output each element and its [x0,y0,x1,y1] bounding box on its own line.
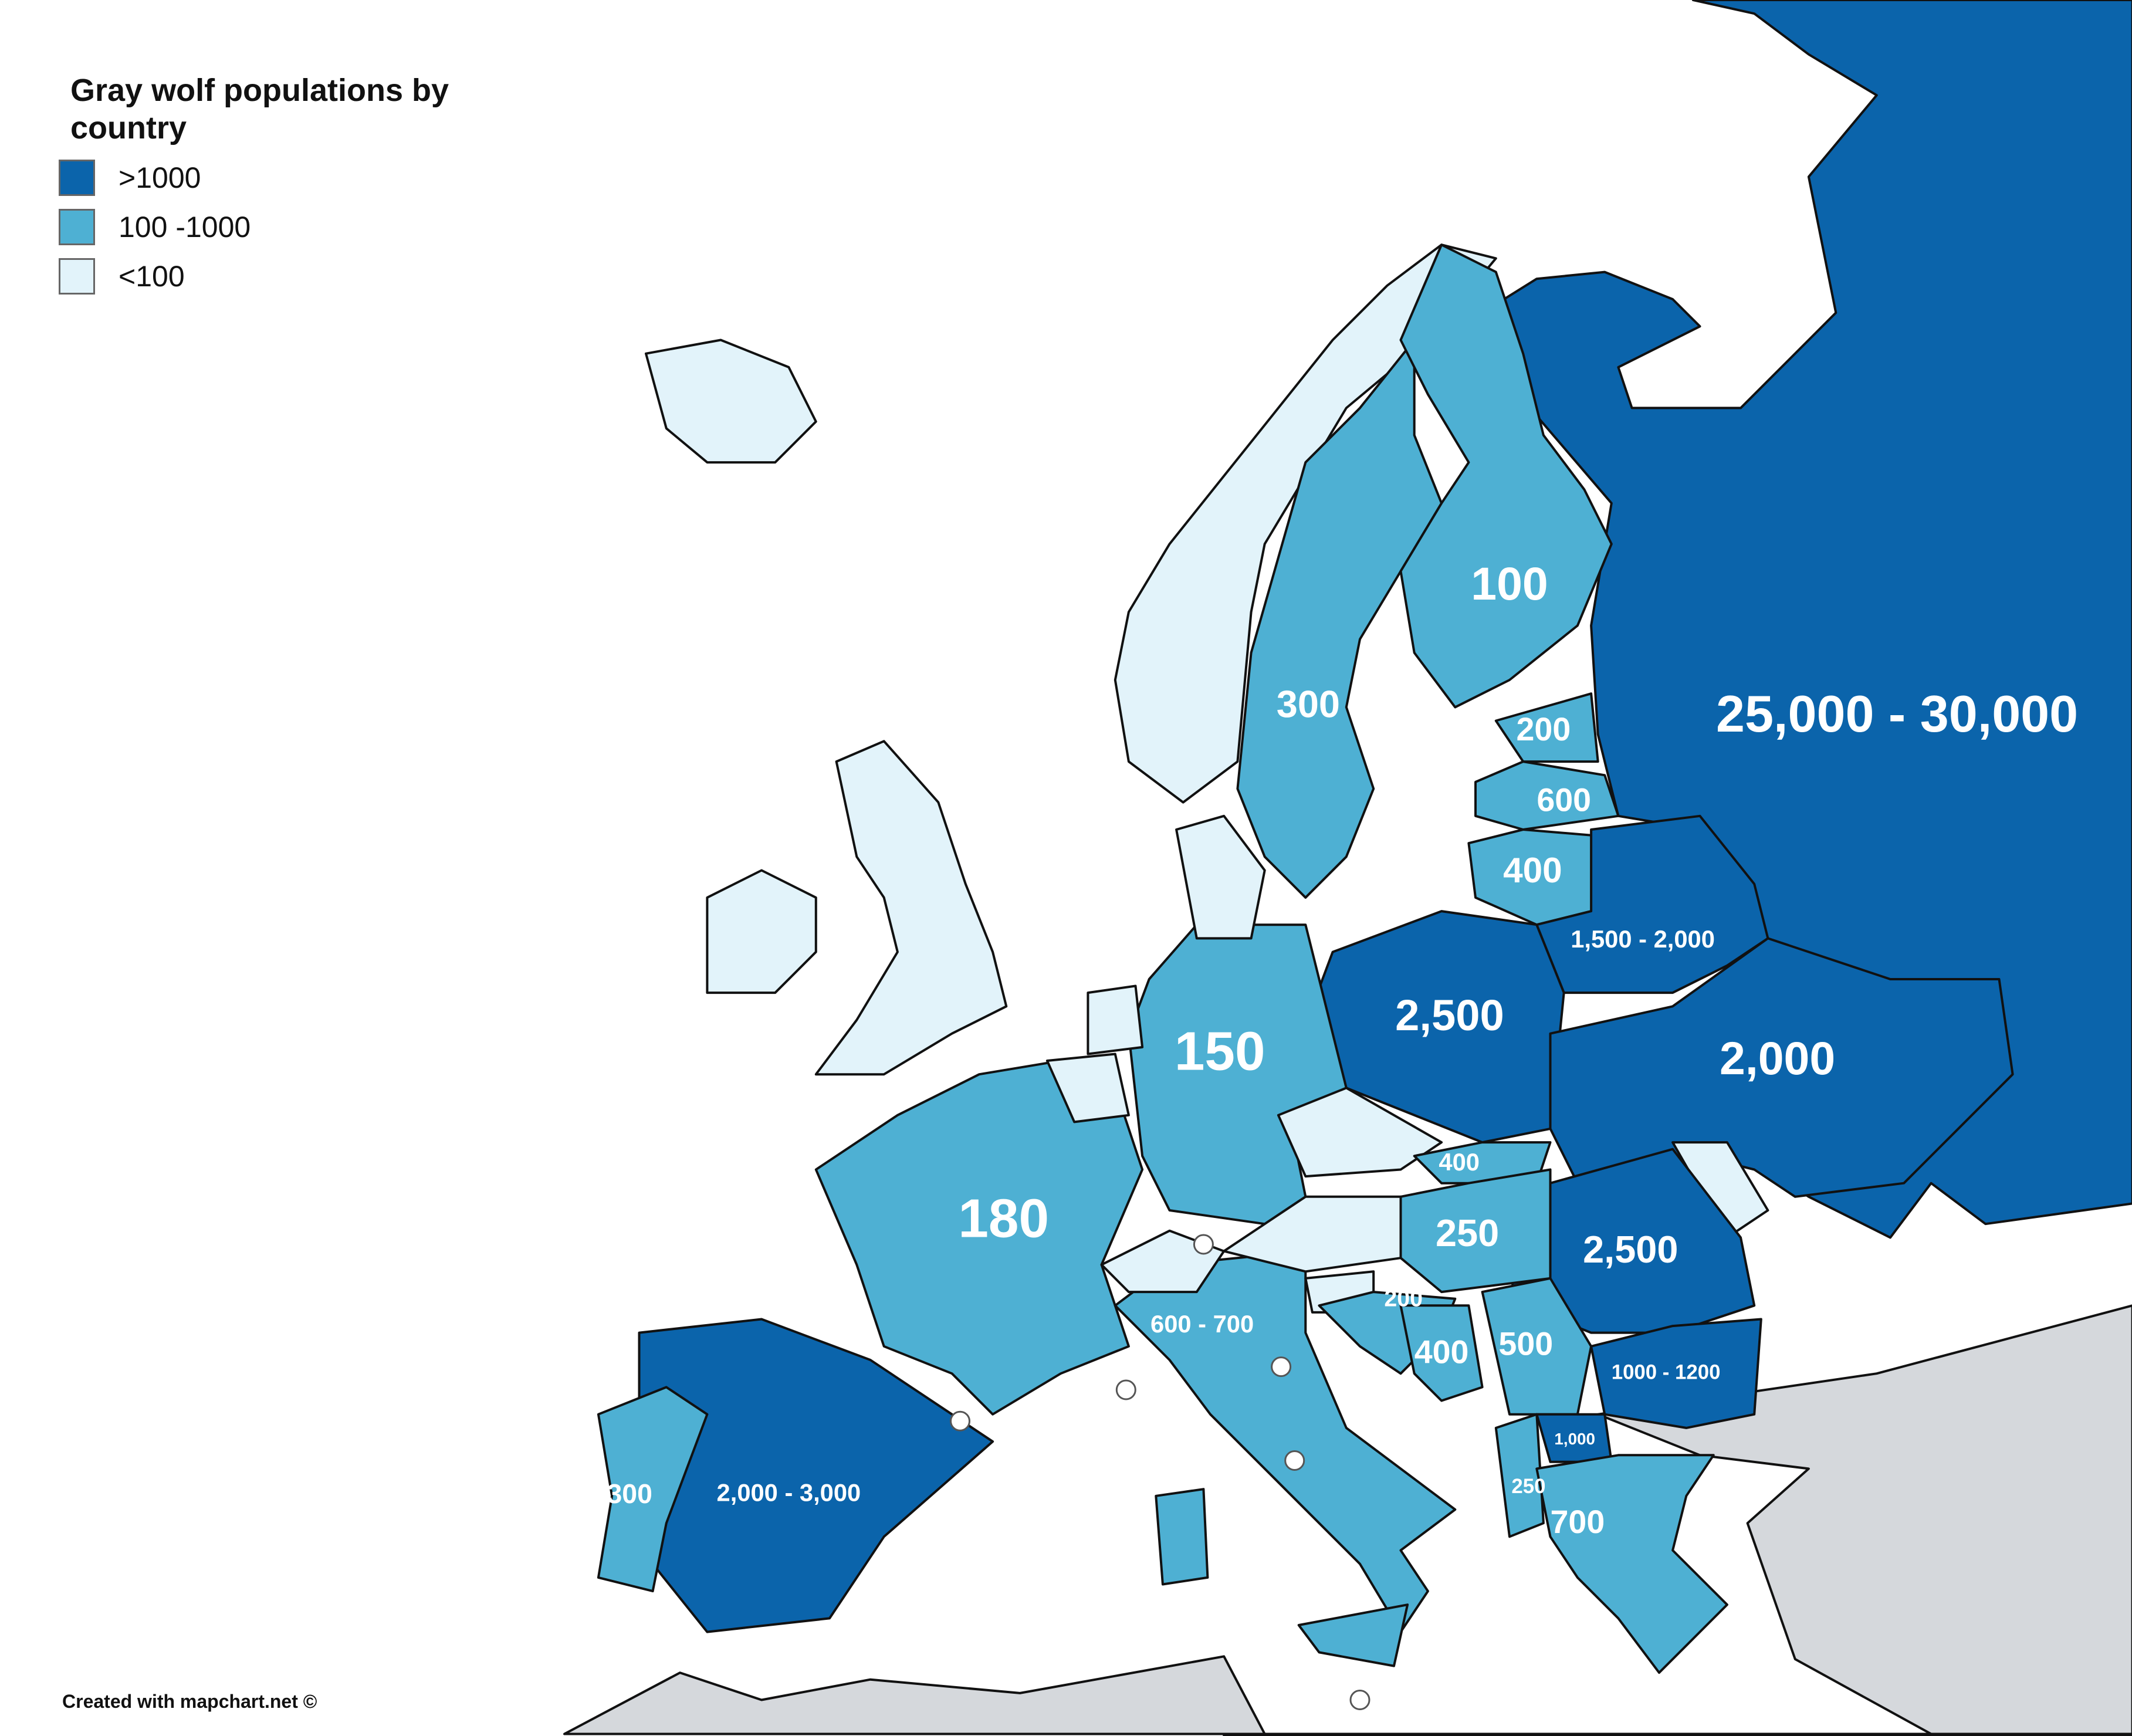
region-belgium [1045,1053,1130,1124]
value-label-lithuania: 400 [1503,850,1562,890]
value-label-estonia: 200 [1517,711,1571,747]
value-label-ukraine: 2,000 [1720,1033,1835,1084]
region-finland [1399,243,1613,709]
value-label-germany: 150 [1175,1020,1265,1081]
region-estonia [1494,692,1599,763]
region-italy [1155,1488,1209,1586]
legend: Gray wolf populations by country >1000 1… [59,72,493,295]
value-label-croatia: 200 [1384,1285,1423,1311]
microstate-marker [1349,1690,1370,1710]
value-label-north-macedonia: 1,000 [1554,1430,1595,1448]
value-label-hungary: 250 [1436,1212,1499,1254]
region-switzerland [1100,1229,1226,1294]
value-label-greece: 700 [1551,1504,1605,1540]
value-label-bosnia-and-herzegovina: 400 [1414,1334,1469,1370]
region-latvia [1474,760,1620,831]
region-turkey [1223,1732,2132,1736]
legend-swatch-high [59,160,95,196]
region-ireland [706,869,817,994]
legend-item-low: <100 [59,258,493,295]
region-north-africa [563,1655,1266,1735]
legend-item-high: >1000 [59,160,493,196]
value-label-poland: 2,500 [1395,991,1504,1040]
region-greece [1535,1454,1728,1674]
region-portugal [597,1386,709,1593]
region-denmark [1175,814,1266,940]
value-label-bulgaria: 1000 - 1200 [1612,1361,1721,1383]
microstate-marker [1284,1450,1305,1471]
legend-label-high: >1000 [119,161,201,194]
region-netherlands [1087,984,1144,1055]
region-slovakia [1413,1141,1552,1185]
region-italy [1297,1603,1409,1667]
value-label-finland: 100 [1471,558,1548,610]
value-label-latvia: 600 [1537,781,1591,818]
legend-label-low: <100 [119,260,185,293]
value-label-france: 180 [958,1187,1049,1248]
value-label-spain: 2,000 - 3,000 [717,1479,861,1507]
value-label-albania: 250 [1511,1475,1545,1498]
value-label-belarus: 1,500 - 2,000 [1571,925,1715,953]
region-serbia [1481,1277,1593,1416]
microstate-marker [1115,1379,1136,1400]
value-label-slovakia: 400 [1439,1148,1480,1176]
value-label-romania: 2,500 [1583,1228,1678,1271]
region-united-kingdom [814,740,1008,1076]
value-label-sweden: 300 [1277,683,1340,726]
map-title: Gray wolf populations by country [70,73,449,145]
value-label-serbia: 500 [1498,1325,1553,1362]
region-iceland [645,339,817,464]
legend-swatch-low [59,258,95,295]
value-label-italy: 600 - 700 [1150,1310,1254,1338]
microstate-marker [950,1410,970,1432]
region-albania [1494,1413,1545,1538]
legend-swatch-mid [59,209,95,245]
value-label-portugal: 300 [607,1478,652,1509]
region-belarus [1535,814,1769,994]
legend-label-mid: 100 -1000 [119,211,251,243]
value-label-russia: 25,000 - 30,000 [1716,685,2078,743]
microstate-marker [1193,1234,1214,1255]
credit-text: Created with mapchart.net © [62,1691,317,1712]
legend-item-mid: 100 -1000 [59,209,493,245]
microstate-marker [1271,1356,1292,1378]
region-bosnia-and-herzegovina [1399,1304,1484,1402]
